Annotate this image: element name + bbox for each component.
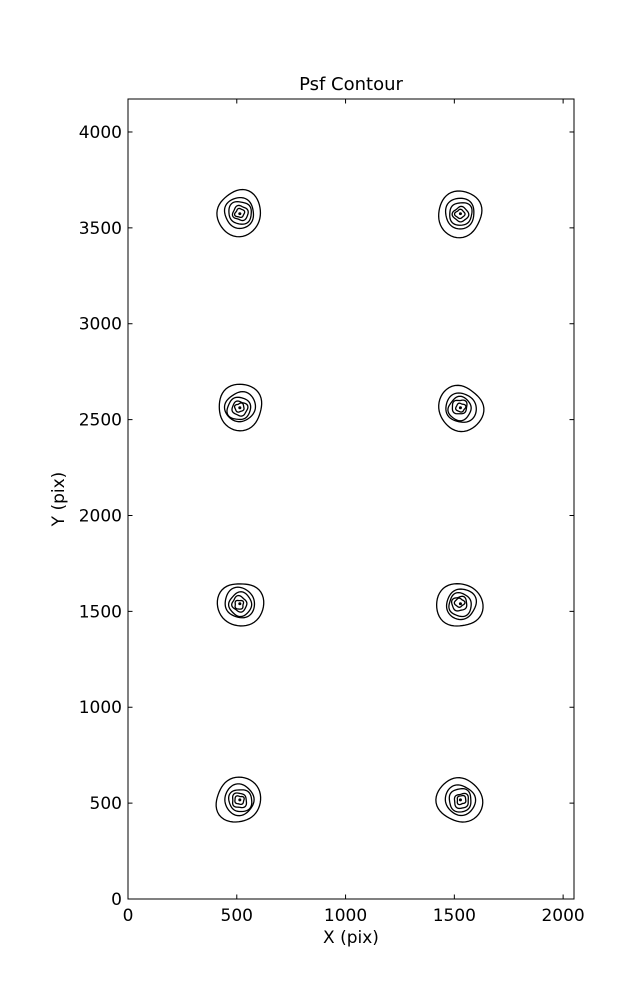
contour-peak-dot bbox=[458, 602, 462, 606]
contour-peak-dot bbox=[458, 212, 462, 216]
contour-ring bbox=[233, 207, 246, 219]
contour-ring bbox=[456, 794, 467, 806]
y-tick-label: 500 bbox=[90, 794, 122, 814]
contour-peak-dot bbox=[458, 798, 462, 802]
contour-ring bbox=[228, 789, 253, 813]
contour-ring bbox=[234, 599, 245, 610]
contour-ring bbox=[438, 384, 485, 433]
contour-ring bbox=[451, 205, 470, 223]
x-axis-label: X (pix) bbox=[323, 928, 379, 948]
x-tick-label: 0 bbox=[123, 906, 134, 926]
psf-contour-cluster bbox=[435, 777, 484, 823]
y-tick-label: 3000 bbox=[79, 315, 122, 335]
contour-ring bbox=[448, 788, 472, 813]
contour-ring bbox=[216, 188, 262, 238]
contour-ring bbox=[449, 202, 473, 226]
y-axis-label: Y (pix) bbox=[49, 471, 69, 527]
contour-ring bbox=[447, 395, 472, 422]
contour-ring bbox=[223, 390, 257, 423]
contour-peak-dot bbox=[238, 798, 242, 802]
x-tick-label: 2000 bbox=[541, 906, 584, 926]
contour-peak-dot bbox=[238, 406, 242, 410]
x-tick-label: 500 bbox=[221, 906, 253, 926]
contour-ring bbox=[444, 197, 475, 230]
contour-ring bbox=[223, 196, 255, 230]
contour-ring bbox=[231, 204, 249, 222]
psf-contour-cluster bbox=[435, 583, 484, 627]
contour-ring bbox=[450, 595, 468, 612]
contour-ring bbox=[453, 208, 466, 220]
y-tick-label: 1500 bbox=[79, 602, 122, 622]
psf-contour-cluster bbox=[218, 383, 263, 432]
contour-peak-dot bbox=[458, 406, 462, 410]
contour-ring bbox=[216, 583, 265, 627]
contour-ring bbox=[228, 200, 252, 225]
psf-contour-cluster bbox=[216, 583, 265, 627]
contour-peak-dot bbox=[238, 602, 242, 606]
chart-title: Psf Contour bbox=[299, 74, 403, 95]
y-tick-label: 0 bbox=[111, 890, 122, 910]
contour-ring bbox=[231, 792, 248, 809]
contour-ring bbox=[445, 392, 477, 423]
contour-ring bbox=[448, 591, 472, 618]
psf-contour-cluster bbox=[215, 776, 262, 823]
contour-ring bbox=[233, 402, 245, 413]
contour-peak-dot bbox=[238, 212, 242, 216]
y-tick-label: 3500 bbox=[79, 219, 122, 239]
y-tick-label: 2000 bbox=[79, 506, 122, 526]
contour-ring bbox=[435, 777, 484, 823]
psf-contour-cluster bbox=[438, 190, 483, 239]
psf-contour-cluster bbox=[438, 384, 485, 433]
y-tick-label: 2500 bbox=[79, 411, 122, 431]
contour-ring bbox=[451, 399, 468, 415]
contour-ring bbox=[445, 588, 478, 621]
x-tick-label: 1000 bbox=[324, 906, 367, 926]
psf-contour-cluster bbox=[216, 188, 262, 238]
contour-ring bbox=[231, 400, 249, 417]
y-tick-label: 1000 bbox=[79, 698, 122, 718]
contour-ring bbox=[234, 795, 245, 805]
contour-ring bbox=[453, 792, 469, 810]
contour-ring bbox=[224, 586, 256, 619]
contour-ring bbox=[227, 591, 253, 618]
contour-ring bbox=[453, 597, 466, 608]
contour-ring bbox=[438, 190, 483, 239]
contour-ring bbox=[444, 784, 477, 817]
contour-ring bbox=[231, 594, 248, 613]
contour-ring bbox=[226, 396, 252, 421]
contour-ring bbox=[215, 776, 262, 823]
plot-frame bbox=[127, 98, 575, 900]
contour-ring bbox=[435, 583, 484, 627]
y-tick-label: 4000 bbox=[79, 123, 122, 143]
contour-ring bbox=[218, 383, 263, 432]
contour-ring bbox=[224, 783, 255, 817]
contour-ring bbox=[455, 402, 467, 413]
x-tick-label: 1500 bbox=[433, 906, 476, 926]
